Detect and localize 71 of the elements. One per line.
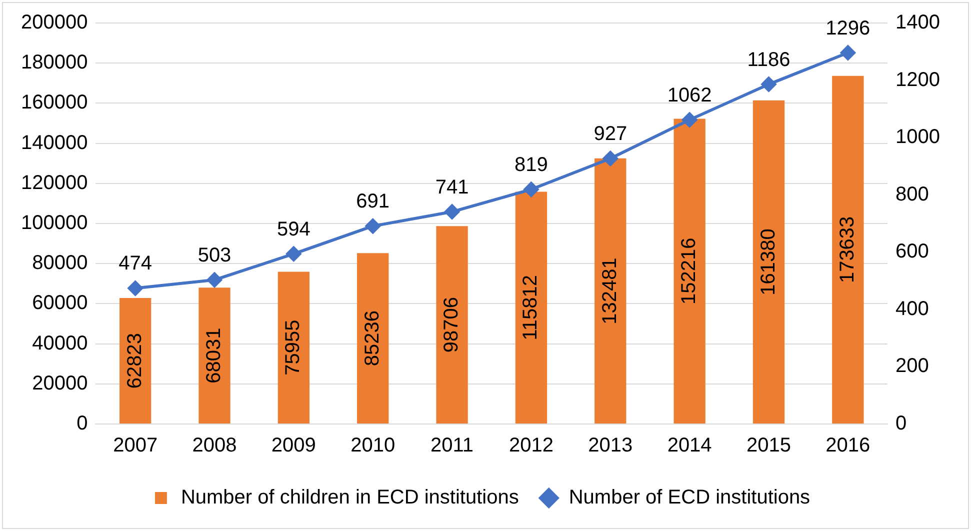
x-tick-label: 2016 [826, 434, 870, 457]
point [602, 150, 618, 166]
data-label: 161380 [757, 228, 780, 296]
data-label: 1296 [826, 17, 870, 40]
x-tick-label: 2013 [588, 434, 633, 457]
data-label: 1062 [667, 84, 712, 106]
y-tick-label: 200000 [20, 12, 88, 34]
y2-tick-label: 800 [896, 183, 929, 206]
data-label: 173633 [836, 216, 858, 284]
y-tick-label: 0 [76, 412, 88, 435]
x-tick-label: 2010 [350, 434, 396, 457]
y-tick-label: 80000 [32, 252, 88, 274]
point [840, 45, 856, 60]
x-tick-label: 2008 [192, 434, 237, 457]
point [524, 182, 539, 197]
data-label: 98706 [440, 296, 463, 353]
y-tick-label: 160000 [20, 92, 88, 114]
y2-tick-label: 600 [896, 240, 929, 263]
y2-tick-label: 1200 [896, 68, 940, 91]
y-tick-label: 180000 [20, 52, 88, 74]
y2-tick-label: 1400 [896, 12, 940, 34]
point [207, 272, 222, 288]
y-tick-label: 60000 [32, 292, 88, 314]
data-label: 75955 [282, 320, 304, 376]
bar [198, 288, 230, 424]
y-tick-label: 40000 [32, 332, 88, 354]
x-tick-label: 2015 [746, 434, 791, 457]
point [365, 218, 380, 234]
point [761, 76, 776, 92]
data-label: 152216 [678, 238, 700, 305]
data-label: 819 [514, 154, 548, 176]
data-label: 115812 [520, 275, 542, 340]
point [682, 112, 698, 128]
data-label: 503 [198, 244, 232, 266]
bar [832, 76, 864, 424]
x-tick-label: 2012 [508, 434, 554, 457]
y2-tick-label: 1000 [896, 126, 940, 148]
bar [357, 253, 389, 424]
y-tick-label: 140000 [20, 132, 88, 154]
point [128, 280, 143, 296]
bar [278, 272, 310, 424]
bar [674, 118, 706, 424]
bar [436, 226, 468, 424]
y-tick-label: 100000 [20, 212, 88, 234]
bar [515, 192, 548, 424]
data-label: 132481 [598, 258, 621, 324]
bar [594, 158, 626, 424]
x-tick-label: 2009 [271, 434, 316, 457]
y-tick-label: 20000 [32, 372, 88, 394]
point [444, 204, 460, 220]
data-label: 1186 [747, 48, 790, 71]
point [286, 246, 302, 262]
legend-label: Number of ECD institutions [568, 486, 810, 509]
x-tick-label: 2007 [113, 434, 158, 457]
data-label: 927 [594, 122, 628, 145]
data-label: 474 [118, 252, 152, 275]
y2-tick-label: 400 [896, 298, 929, 320]
data-label: 62823 [124, 332, 146, 389]
data-label: 594 [276, 218, 310, 240]
bar [752, 100, 785, 424]
legend-label: Number of children in ECD institutions [180, 486, 519, 509]
y2-tick-label: 0 [896, 412, 907, 435]
data-label: 691 [356, 190, 390, 213]
data-label: 741 [435, 176, 469, 198]
x-tick-label: 2014 [667, 434, 712, 457]
y-tick-label: 120000 [20, 172, 88, 194]
bar [119, 298, 152, 424]
y2-tick-label: 200 [896, 355, 929, 378]
data-label: 68031 [203, 328, 226, 384]
data-label: 85236 [361, 310, 384, 366]
x-tick-label: 2011 [430, 434, 474, 457]
